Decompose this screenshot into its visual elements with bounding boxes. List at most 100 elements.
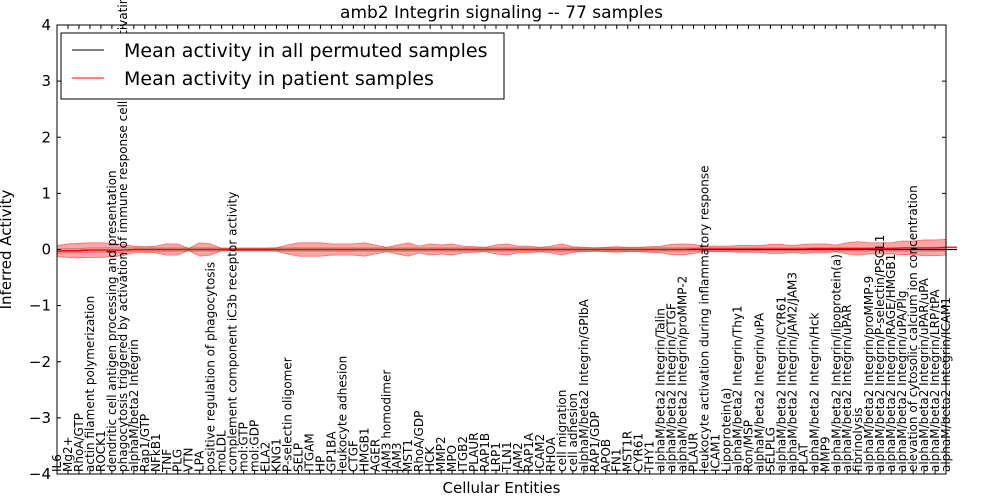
x-tick-label: alphaM/beta2 Integrin/uPA: [752, 312, 766, 472]
y-tick-label: 3: [41, 72, 51, 90]
x-tick-label: alphaM/beta2 Integrin/uPAR/uPA: [917, 277, 931, 472]
x-tick-label: ICAM2: [533, 434, 547, 472]
y-tick-label: −1: [29, 297, 51, 315]
legend-label-patient: Mean activity in patient samples: [124, 68, 434, 90]
x-axis-label: Cellular Entities: [443, 479, 561, 497]
x-tick-label: moLDL: [215, 430, 229, 472]
lines-layer: [56, 246, 957, 252]
x-tick-label: MST1: [401, 439, 415, 472]
x-tick-label: HCK: [423, 446, 437, 472]
x-tick-label: alphaM/beta2 Integrin/Thy1: [730, 305, 744, 472]
x-tick-label: fibrinolysis: [851, 407, 865, 472]
x-tick-label: LPA: [193, 450, 207, 472]
y-tick-label: 0: [41, 241, 51, 259]
x-tick-label: ELA2: [259, 442, 273, 472]
x-tick-label: cell adhesion: [566, 393, 580, 472]
x-tick-label: alphaM/beta2 Integrin/proMMP-2: [676, 276, 690, 472]
x-tick-label: TNF: [160, 449, 174, 473]
x-tick-label: RHOA: [544, 436, 558, 472]
x-tick-label: LRP1: [489, 442, 503, 472]
x-tick-label: P-selectin oligomer: [280, 357, 294, 472]
x-tick-label: NFkB1: [149, 433, 163, 472]
x-tick-label: FN1: [610, 448, 624, 472]
x-tick-label: MPO: [445, 445, 459, 472]
x-tick-label: phagocytosis triggered by activation of …: [116, 0, 130, 472]
x-tick-label: RAP1/GDP: [588, 411, 602, 472]
y-tick-label: −4: [29, 465, 51, 483]
x-tick-label: ICAM1: [709, 434, 723, 472]
x-tick-label: SELP: [291, 443, 305, 472]
x-tick-label: MMP2: [434, 436, 448, 472]
x-tick-label: RhoA/GDP: [412, 411, 426, 472]
x-tick-label: THY1: [643, 441, 657, 473]
x-tick-label: alphaM/beta2 Integrin/proMMP-9: [862, 276, 876, 472]
chart-title: amb2 Integrin signaling -- 77 samples: [340, 3, 663, 23]
x-tick-label: alphaM/beta2 Integrin: [127, 339, 141, 472]
x-tick-label: Lipoprotein(a): [719, 388, 733, 472]
x-tick-label: HMGB1: [357, 427, 371, 472]
legend-box: [60, 32, 505, 100]
y-axis-label: Inferred Activity: [0, 189, 15, 309]
x-tick-label: ITGB2: [456, 436, 470, 472]
x-tick-label: elevation of cytosolic calcium ion conce…: [906, 185, 920, 472]
x-tick-label: alphaM/beta2 Integrin/LRP/tPA: [928, 289, 942, 472]
x-tick-label: KNG1: [270, 438, 284, 472]
x-tick-label: HP: [313, 456, 327, 472]
x-tick-label: TLN1: [500, 441, 514, 473]
x-tick-label: JAM3 homodimer: [379, 370, 393, 473]
x-tick-label: cell migration: [555, 390, 569, 472]
x-tick-label: ROCK1: [94, 430, 108, 472]
x-tick-label: alphaM/beta2 Integrin/JAM2/JAM3: [785, 272, 799, 472]
x-tick-label: ITGAM: [302, 433, 316, 472]
legend-label-permuted: Mean activity in all permuted samples: [124, 40, 487, 62]
x-tick-label: JAM3: [390, 442, 404, 473]
x-tick-label: alphaM/beta2 Integrin/P-selectin/PSGL1: [873, 235, 887, 472]
legend: Mean activity in all permuted samples Me…: [60, 32, 505, 100]
y-ticks: 4 3 2 1 0 −1 −2 −3 −4: [29, 16, 946, 483]
x-tick-label: Mg2+: [61, 436, 75, 472]
y-tick-label: −2: [29, 353, 51, 371]
x-tick-label: CTGF: [346, 440, 360, 472]
x-tick-label: alphaM/beta2 Integrin/Talin: [654, 308, 668, 472]
x-tick-label: actin filament polymerization: [83, 296, 97, 472]
x-tick-label: leukocyte activation during inflammatory…: [698, 165, 712, 472]
x-tick-label: leukocyte adhesion: [335, 356, 349, 472]
x-tick-label: RAP1A: [522, 432, 536, 472]
y-tick-label: 1: [41, 184, 51, 202]
x-tick-label: MMP9: [818, 436, 832, 472]
x-tick-label: AGER: [368, 439, 382, 472]
x-tick-label: alphaM/beta2 Integrin/RAGE/HMGB1: [884, 254, 898, 472]
x-tick-label: alphaM/beta2 Integrin/uPA/Plg: [895, 291, 909, 472]
series-line-patient: [56, 246, 957, 252]
x-tick-label: positive regulation of phagocytosis: [204, 262, 218, 472]
x-tick-label: alphaM/beta2 Integrin/CTGF: [665, 303, 679, 472]
x-tick-label: mol:GTP: [237, 422, 251, 472]
x-tick-label: SELPLG: [763, 427, 777, 472]
x-tick-label: RAP1B: [478, 433, 492, 472]
x-tick-label: PLAT: [796, 443, 810, 472]
x-tick-label: dendritic cell antigen processing and pr…: [105, 170, 119, 472]
x-tick-label: PLAUR: [467, 432, 481, 472]
x-tick-label: PLG: [171, 449, 185, 472]
x-tick-label: Rap1/GTP: [138, 414, 152, 472]
x-tick-label: alphaM/beta2 Integrin/Hck: [807, 312, 821, 472]
x-tick-label: PLAUR: [687, 432, 701, 472]
x-tick-label: alphaM/beta2 Integrin/lipoprotein(a): [829, 254, 843, 472]
x-tick-label: Ron/MSP: [741, 420, 755, 472]
x-tick-label: CYR61: [632, 433, 646, 472]
x-tick-label: JAM2: [511, 442, 525, 473]
x-tick-label: RhoA/GTP: [72, 413, 86, 472]
x-tick-label: alphaM/beta2 Integrin/CYR61: [774, 296, 788, 472]
x-tick-label: alphaM/beta2 Integrin/GPIbA: [577, 298, 591, 472]
y-tick-label: 4: [41, 16, 51, 34]
x-tick-label: MST1R: [621, 431, 635, 472]
x-tick-label: APOB: [599, 439, 613, 472]
x-tick-label: complement component iC3b receptor activ…: [226, 192, 240, 472]
x-tick-label: mol:GDP: [248, 420, 262, 472]
x-tick-label: GP1BA: [324, 431, 338, 472]
y-tick-label: 2: [41, 128, 51, 146]
x-tick-label: alphaM/beta2 Integrin/uPAR: [840, 304, 854, 472]
x-tick-label: VTN: [182, 447, 196, 472]
